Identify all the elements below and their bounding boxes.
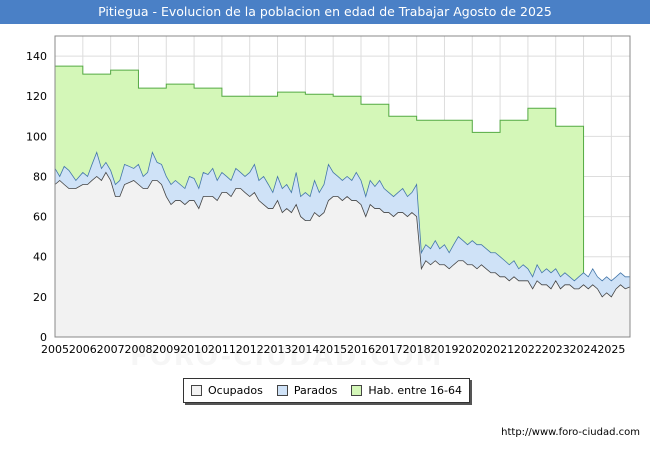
x-tick-label: 2016 bbox=[347, 343, 375, 356]
legend-label-hab: Hab. entre 16-64 bbox=[368, 384, 462, 397]
plot-border bbox=[54, 35, 631, 338]
x-tick-label: 2014 bbox=[291, 343, 319, 356]
x-tick-label: 2010 bbox=[180, 343, 208, 356]
x-tick-label: 2011 bbox=[208, 343, 236, 356]
x-tick-label: 2008 bbox=[124, 343, 152, 356]
x-tick-label: 2012 bbox=[236, 343, 264, 356]
x-tick-label: 2006 bbox=[69, 343, 97, 356]
x-tick-label: 2005 bbox=[41, 343, 69, 356]
legend-item-parados: Parados bbox=[276, 384, 338, 397]
y-tick-label: 20 bbox=[33, 291, 47, 304]
x-tick-label: 2009 bbox=[152, 343, 180, 356]
parados-swatch-icon bbox=[276, 385, 288, 396]
y-tick-label: 120 bbox=[26, 90, 47, 103]
y-tick-label: 60 bbox=[33, 211, 47, 224]
y-tick-label: 100 bbox=[26, 130, 47, 143]
x-tick-label: 2015 bbox=[319, 343, 347, 356]
x-tick-label: 2024 bbox=[570, 343, 598, 356]
legend-item-hab: Hab. entre 16-64 bbox=[351, 384, 462, 397]
series-ocupados-area bbox=[55, 172, 630, 337]
x-tick-label: 2020 bbox=[458, 343, 486, 356]
x-tick-label: 2019 bbox=[430, 343, 458, 356]
series-ocupados-line bbox=[54, 171, 631, 298]
legend: Ocupados Parados Hab. entre 16-64 bbox=[183, 378, 470, 403]
footer-url: http://www.foro-ciudad.com bbox=[501, 427, 640, 438]
series-parados-line bbox=[54, 151, 630, 282]
x-tick-label: 2018 bbox=[403, 343, 431, 356]
y-tick-label: 0 bbox=[40, 331, 47, 344]
x-tick-label: 2017 bbox=[375, 343, 403, 356]
x-tick-label: 2021 bbox=[486, 343, 514, 356]
x-tick-label: 2013 bbox=[264, 343, 292, 356]
legend-label-ocupados: Ocupados bbox=[207, 384, 263, 397]
hab-swatch-icon bbox=[351, 385, 363, 396]
x-tick-label: 2023 bbox=[542, 343, 570, 356]
x-tick-label: 2025 bbox=[597, 343, 625, 356]
x-tick-label: 2022 bbox=[514, 343, 542, 356]
y-tick-label: 80 bbox=[33, 170, 47, 183]
x-tick-label: 2007 bbox=[97, 343, 125, 356]
y-tick-label: 140 bbox=[26, 50, 47, 63]
y-tick-label: 40 bbox=[33, 251, 47, 264]
ocupados-swatch-icon bbox=[190, 385, 202, 396]
chart-title: Pitiegua - Evolucion de la poblacion en … bbox=[0, 0, 650, 24]
watermark: FORO-CIUDAD.COM bbox=[130, 342, 443, 372]
legend-item-ocupados: Ocupados bbox=[190, 384, 263, 397]
legend-label-parados: Parados bbox=[293, 384, 338, 397]
